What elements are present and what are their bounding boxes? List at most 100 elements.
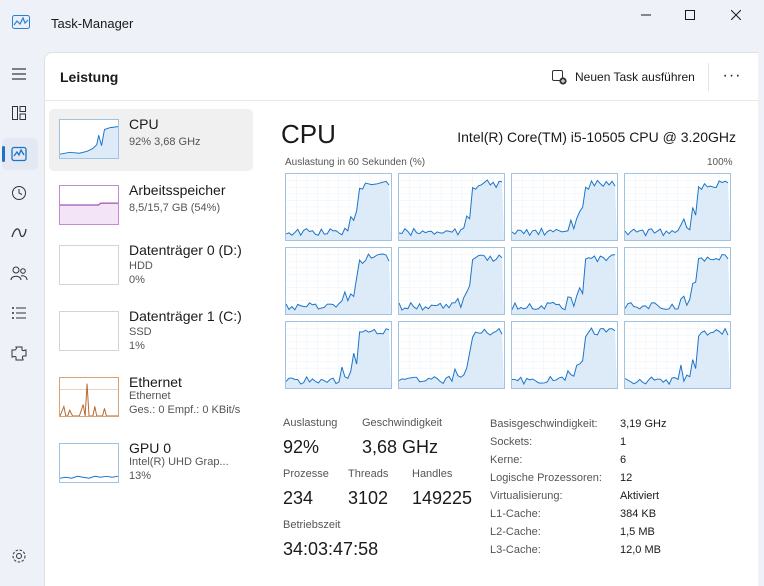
threads-label: Threads — [348, 468, 389, 480]
spec-key: Basisgeschwindigkeit: — [490, 418, 598, 430]
users-icon — [10, 266, 28, 281]
new-task-button[interactable]: Neuen Task ausführen — [551, 66, 695, 88]
cpu-core-graph — [511, 321, 618, 389]
resource-item-ethernet[interactable]: Ethernet Ethernet Ges.: 0 Empf.: 0 KBit/… — [49, 367, 253, 429]
task-manager-app-icon — [12, 15, 30, 29]
resource-detail: 1% — [129, 340, 145, 352]
cpu-core-graph — [511, 247, 618, 315]
cpu-core-graph — [398, 321, 505, 389]
close-button[interactable] — [714, 4, 758, 26]
spec-key: L1-Cache: — [490, 508, 541, 520]
spec-value: 1 — [620, 436, 627, 448]
resource-name: GPU 0 — [129, 440, 172, 456]
maximize-icon — [685, 10, 695, 20]
spec-key: Kerne: — [490, 454, 523, 466]
utilization-value: 92% — [283, 437, 320, 457]
graph-max-label: 100% — [707, 157, 733, 168]
cpu-core-graph — [285, 247, 392, 315]
close-icon — [731, 10, 741, 20]
minimize-icon — [641, 14, 651, 16]
minimize-button[interactable] — [624, 4, 668, 26]
resource-name: Arbeitsspeicher — [129, 182, 226, 198]
resource-name: Datenträger 0 (D:) — [129, 242, 242, 258]
cpu-core-graph — [624, 247, 731, 315]
spec-value: 12 — [620, 472, 633, 484]
graph-caption: Auslastung in 60 Sekunden (%) — [285, 157, 426, 168]
resource-detail: 92% 3,68 GHz — [129, 136, 201, 148]
more-icon: ··· — [722, 67, 742, 84]
resource-detail: 0% — [129, 274, 145, 286]
header-divider — [708, 63, 709, 91]
nav-menu-button[interactable] — [8, 63, 30, 85]
spec-key: Logische Prozessoren: — [490, 472, 602, 484]
resource-item-cpu[interactable]: CPU 92% 3,68 GHz — [49, 109, 253, 171]
speed-label: Geschwindigkeit — [362, 417, 443, 429]
handles-value: 149225 — [412, 488, 473, 508]
nav-item-processes[interactable] — [8, 102, 30, 124]
resource-type: Ethernet — [129, 390, 171, 402]
speed-value: 3,68 GHz — [362, 437, 439, 457]
resource-type: Intel(R) UHD Grap... — [129, 456, 229, 468]
nav-item-history[interactable] — [8, 182, 30, 204]
spec-key: Virtualisierung: — [490, 490, 563, 502]
page-title: Leistung — [60, 69, 119, 85]
cpu-core-graph — [511, 173, 618, 241]
resource-type: HDD — [129, 260, 153, 272]
performance-icon — [11, 146, 27, 162]
disk-1-thumbnail-graph — [59, 311, 119, 351]
disk-0-thumbnail-graph — [59, 245, 119, 285]
more-options-button[interactable]: ··· — [721, 65, 743, 87]
spec-key: L2-Cache: — [490, 526, 541, 538]
gpu-thumbnail-graph — [59, 443, 119, 483]
cpu-model: Intel(R) Core(TM) i5-10505 CPU @ 3.20GHz — [457, 129, 736, 145]
nav-active-indicator — [2, 146, 5, 162]
detail-title: CPU — [281, 119, 336, 149]
cpu-thumbnail-graph — [59, 119, 119, 159]
processes-value: 234 — [283, 488, 314, 508]
spec-key: L3-Cache: — [490, 544, 541, 556]
history-icon — [12, 186, 26, 200]
threads-value: 3102 — [348, 488, 389, 508]
spec-value: 1,5 MB — [620, 526, 655, 538]
nav-item-services[interactable] — [8, 342, 30, 364]
details-icon — [12, 307, 26, 319]
handles-label: Handles — [412, 468, 453, 480]
ethernet-thumbnail-graph — [59, 377, 119, 417]
processes-label: Prozesse — [283, 468, 329, 480]
spec-key: Sockets: — [490, 436, 533, 448]
maximize-button[interactable] — [668, 4, 712, 26]
services-icon — [11, 346, 27, 361]
uptime-value: 34:03:47:58 — [283, 539, 379, 559]
performance-panel: Leistung Neuen Task ausführen ··· CPU 92… — [44, 52, 759, 586]
spec-value: 6 — [620, 454, 627, 466]
cpu-core-graph — [398, 173, 505, 241]
processes-icon — [12, 106, 26, 120]
resource-detail: 8,5/15,7 GB (54%) — [129, 202, 221, 214]
resource-name: CPU — [129, 116, 159, 132]
cpu-core-graph — [398, 247, 505, 315]
cpu-core-graph — [285, 173, 392, 241]
spec-value: 12,0 MB — [620, 544, 661, 556]
nav-item-users[interactable] — [8, 262, 30, 284]
resource-item-disk-0[interactable]: Datenträger 0 (D:) HDD 0% — [49, 235, 253, 297]
resource-name: Ethernet — [129, 374, 182, 390]
startup-icon — [11, 228, 27, 238]
resource-item-disk-1[interactable]: Datenträger 1 (C:) SSD 1% — [49, 301, 253, 363]
cpu-core-graph — [624, 321, 731, 389]
resource-type: SSD — [129, 326, 152, 338]
cpu-core-graph — [285, 321, 392, 389]
settings-icon — [12, 549, 26, 563]
resource-item-memory[interactable]: Arbeitsspeicher 8,5/15,7 GB (54%) — [49, 175, 253, 237]
nav-item-performance[interactable] — [8, 143, 30, 165]
nav-item-startup[interactable] — [8, 222, 30, 244]
new-task-label: Neuen Task ausführen — [575, 70, 695, 84]
hamburger-icon — [12, 68, 26, 80]
resource-name: Datenträger 1 (C:) — [129, 308, 242, 324]
title-bar: Task-Manager — [0, 0, 764, 48]
nav-item-details[interactable] — [8, 302, 30, 324]
window-title: Task-Manager — [51, 16, 134, 31]
resource-item-gpu[interactable]: GPU 0 Intel(R) UHD Grap... 13% — [49, 433, 253, 495]
nav-item-settings[interactable] — [8, 545, 30, 567]
resource-detail: 13% — [129, 470, 152, 482]
cpu-core-graph — [624, 173, 731, 241]
